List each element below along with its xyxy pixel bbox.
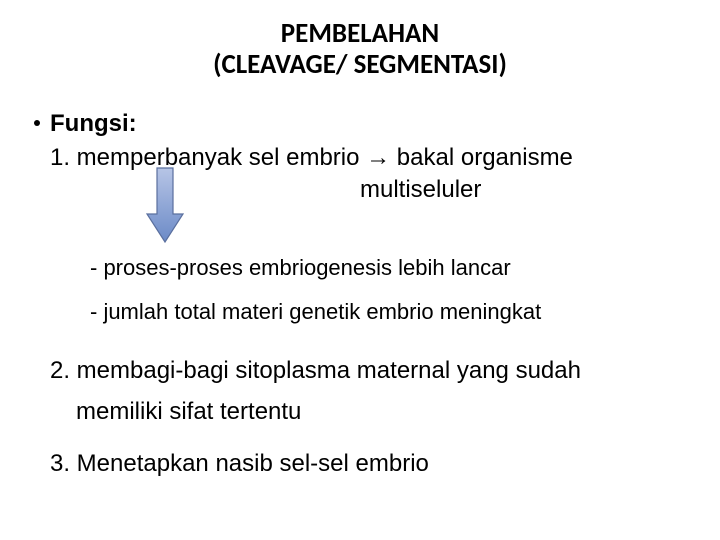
title-line-2: (CLEAVAGE/ SEGMENTASI) [20,49,700,80]
point-3-line: 3. Menetapkan nasib sel-sel embrio [50,444,700,485]
fungsi-heading: Fungsi: [34,110,700,138]
point-1-text-b: bakal organisme [390,144,573,171]
point-1-text-a: 1. memperbanyak sel embrio [50,144,366,171]
point-2-line-a: 2. membagi-bagi sitoplasma maternal yang… [50,351,700,392]
fungsi-label: Fungsi: [50,110,137,137]
point-2-line-b: memiliki sifat tertentu [76,392,700,433]
point-1-sub-2: - jumlah total materi genetik embrio men… [90,299,700,325]
down-arrow-icon [145,166,185,244]
slide-title: PEMBELAHAN (CLEAVAGE/ SEGMENTASI) [20,18,700,80]
title-line-1: PEMBELAHAN [20,18,700,49]
arrow-path [147,168,183,242]
inline-arrow-icon: → [366,144,390,171]
point-1-sub-1: - proses-proses embriogenesis lebih lanc… [90,255,700,281]
bullet-icon [34,120,40,126]
